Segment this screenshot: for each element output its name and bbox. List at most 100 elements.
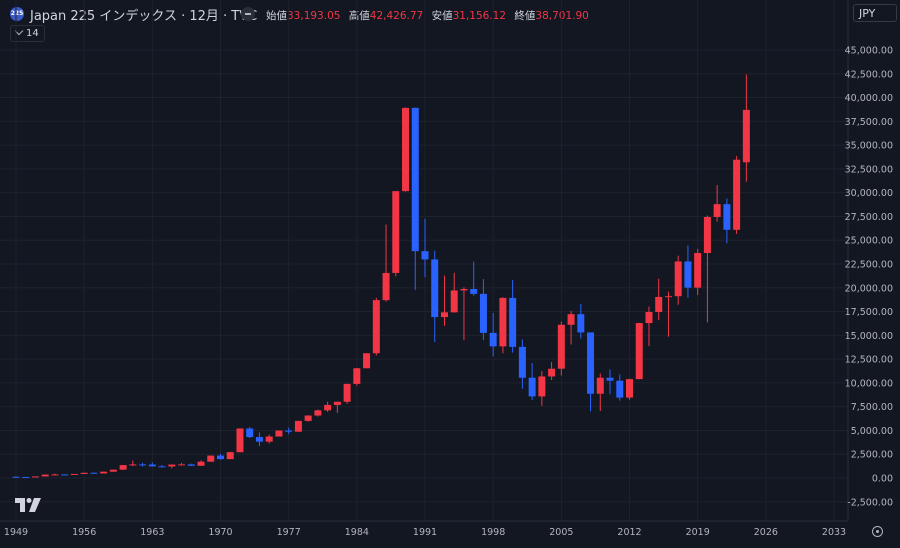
candle[interactable] xyxy=(606,369,614,395)
candle[interactable] xyxy=(489,312,497,357)
candle[interactable] xyxy=(538,371,546,406)
price-axis[interactable]: -2,500.00 0.00 2,500.00 5,000.00 7,500.00 10,… xyxy=(845,46,893,509)
candle[interactable] xyxy=(411,107,419,290)
price-tick-label: 17,500.00 xyxy=(845,307,893,318)
candle[interactable] xyxy=(733,156,741,234)
candle[interactable] xyxy=(168,464,176,469)
candle[interactable] xyxy=(22,476,30,478)
candle[interactable] xyxy=(363,353,371,369)
candle[interactable] xyxy=(664,291,672,337)
candle[interactable] xyxy=(635,322,643,380)
candle-body xyxy=(509,297,517,347)
candle[interactable] xyxy=(139,462,147,467)
time-tick-label: 2005 xyxy=(549,527,573,538)
candle-body xyxy=(119,465,127,470)
candle[interactable] xyxy=(148,462,156,467)
candle[interactable] xyxy=(275,430,283,437)
candle[interactable] xyxy=(12,476,20,478)
currency-selector[interactable]: JPY xyxy=(853,4,897,22)
candle-body xyxy=(294,420,302,432)
candle[interactable] xyxy=(207,455,215,462)
candle[interactable] xyxy=(450,272,458,313)
candle[interactable] xyxy=(217,453,224,460)
candle-body xyxy=(596,377,604,394)
candle[interactable] xyxy=(197,460,205,466)
candle[interactable] xyxy=(694,248,702,296)
candle[interactable] xyxy=(314,409,322,417)
candle[interactable] xyxy=(80,472,88,475)
candle[interactable] xyxy=(236,428,244,453)
candle[interactable] xyxy=(61,474,69,476)
candle[interactable] xyxy=(684,245,692,298)
time-axis[interactable]: 1949 1956 1963 1970 1977 1984 1991 1998 2005 2012… xyxy=(4,527,846,538)
tradingview-logo-icon[interactable] xyxy=(15,498,41,512)
time-tick-label: 1977 xyxy=(277,527,301,538)
candle[interactable] xyxy=(557,321,565,376)
candle[interactable] xyxy=(616,374,624,401)
candle[interactable] xyxy=(304,415,312,422)
candle[interactable] xyxy=(392,191,400,277)
candle[interactable] xyxy=(421,218,429,278)
candle[interactable] xyxy=(382,224,390,302)
candle[interactable] xyxy=(119,465,127,470)
candle[interactable] xyxy=(596,373,604,411)
candle[interactable] xyxy=(333,401,341,413)
candle[interactable] xyxy=(255,432,263,447)
candle[interactable] xyxy=(460,287,468,341)
candle-body xyxy=(70,473,78,475)
candle[interactable] xyxy=(265,434,273,444)
high-value: 42,426.77 xyxy=(369,10,424,22)
candle[interactable] xyxy=(431,250,439,342)
candle[interactable] xyxy=(518,339,526,389)
settings-gear-icon[interactable] xyxy=(872,526,883,537)
candle-body xyxy=(31,476,39,478)
candle[interactable] xyxy=(294,420,302,432)
candle[interactable] xyxy=(499,297,507,354)
candle[interactable] xyxy=(645,306,653,346)
candle[interactable] xyxy=(246,427,254,439)
candle[interactable] xyxy=(31,476,39,478)
candle[interactable] xyxy=(713,185,721,222)
candle[interactable] xyxy=(129,460,137,467)
symbol-title[interactable]: Japan 225 インデックス · 12月 · TVC xyxy=(30,9,258,24)
candle[interactable] xyxy=(742,74,750,182)
candle[interactable] xyxy=(343,383,351,404)
candle[interactable] xyxy=(470,261,478,296)
candle[interactable] xyxy=(324,401,332,412)
candle[interactable] xyxy=(226,451,234,460)
candle[interactable] xyxy=(285,427,293,435)
candle[interactable] xyxy=(51,473,59,476)
price-tick-label: 2,500.00 xyxy=(851,450,893,461)
candle[interactable] xyxy=(70,473,78,475)
candle[interactable] xyxy=(723,198,731,244)
collapse-legend-icon[interactable] xyxy=(241,7,255,21)
candle[interactable] xyxy=(100,471,108,474)
ohlc-legend: 始値33,193.05 高値42,426.77 安値31,156.12 終値38… xyxy=(266,8,594,23)
candle[interactable] xyxy=(158,464,166,468)
candle[interactable] xyxy=(548,362,556,381)
candle-body xyxy=(51,474,59,476)
candle[interactable] xyxy=(655,278,663,321)
candle-body xyxy=(90,472,98,474)
candle[interactable] xyxy=(587,332,595,412)
candle[interactable] xyxy=(626,378,633,400)
candle[interactable] xyxy=(109,469,117,472)
candle[interactable] xyxy=(440,275,448,326)
candle[interactable] xyxy=(479,279,487,341)
candle[interactable] xyxy=(41,474,49,477)
candle[interactable] xyxy=(674,255,682,305)
candle[interactable] xyxy=(567,310,575,345)
candle[interactable] xyxy=(187,463,195,466)
indicators-toggle[interactable]: 14 xyxy=(10,25,45,42)
candle[interactable] xyxy=(178,462,186,466)
candle[interactable] xyxy=(402,107,410,192)
candle[interactable] xyxy=(90,472,98,474)
candle[interactable] xyxy=(353,367,361,386)
candle[interactable] xyxy=(577,303,585,339)
candle[interactable] xyxy=(509,279,517,353)
candle[interactable] xyxy=(372,297,380,356)
price-tick-label: 40,000.00 xyxy=(845,93,893,104)
candle[interactable] xyxy=(703,215,711,323)
candle[interactable] xyxy=(528,363,536,401)
